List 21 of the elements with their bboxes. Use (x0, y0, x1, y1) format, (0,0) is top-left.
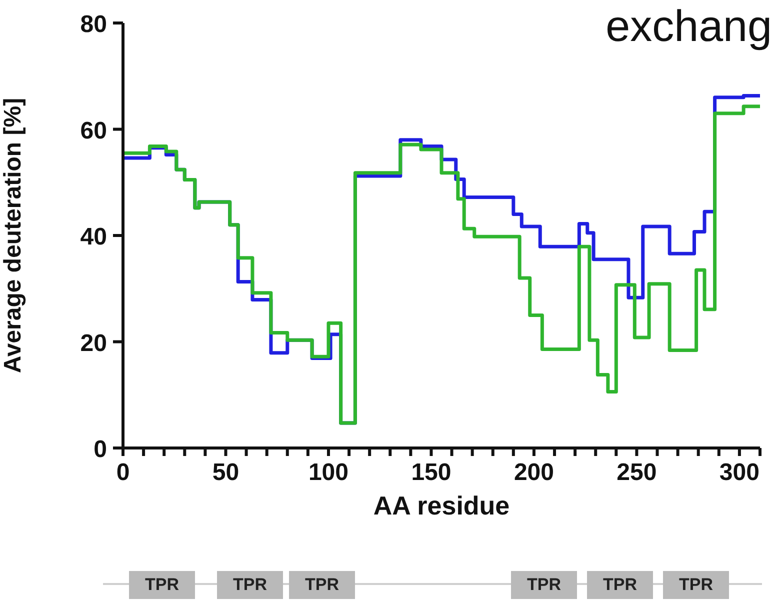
x-tick-label: 100 (308, 459, 349, 486)
text: TPR (511, 571, 577, 599)
x-tick-label: 200 (514, 459, 554, 486)
text: TPR (587, 571, 653, 599)
x-tick-label: 300 (719, 459, 760, 486)
text: TPR (129, 571, 195, 599)
x-tick-label: 150 (411, 459, 452, 486)
x-axis-title: AA residue (373, 490, 510, 520)
y-tick-label: 0 (94, 436, 107, 463)
y-tick-label: 40 (80, 224, 107, 250)
text: TPR (217, 571, 283, 599)
x-tick-label: 0 (116, 459, 130, 486)
y-tick-label: 20 (80, 330, 107, 357)
y-tick-label: 80 (80, 11, 107, 38)
text: TPR (663, 571, 729, 599)
x-tick-label: 50 (212, 459, 240, 486)
chart-title: exchang (606, 2, 772, 52)
y-tick-label: 60 (80, 117, 107, 144)
x-tick-label: 250 (616, 459, 657, 486)
y-axis-title: Average deuteration [%] (0, 98, 27, 374)
text: TPR (289, 571, 355, 599)
